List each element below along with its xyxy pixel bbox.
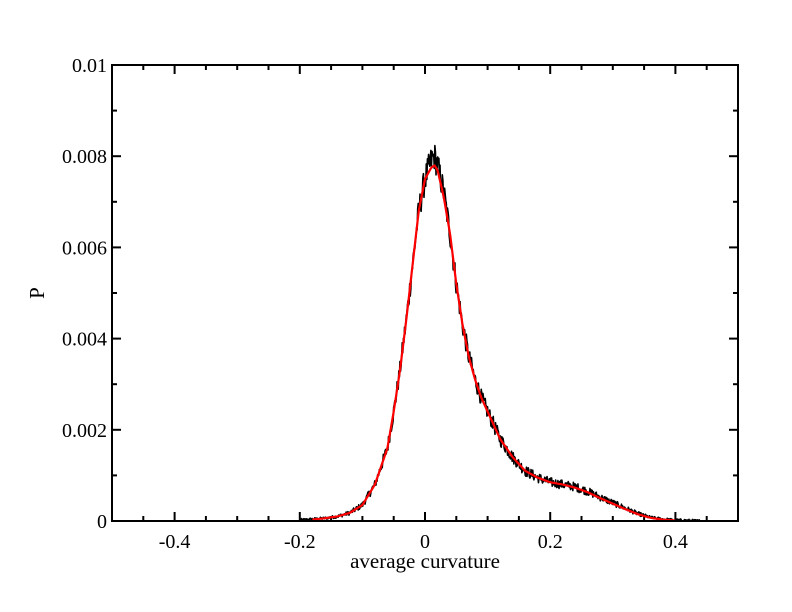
labels-layer: -0.4 -0.2 0 0.2 0.4 0 0.002 0.004 0.006 0.008 0.01 xyxy=(62,55,688,553)
histogram-series-line xyxy=(299,144,701,522)
y-tick-label: 0.008 xyxy=(62,146,107,168)
y-tick-label: 0.004 xyxy=(62,329,107,351)
x-axis-title: average curvature xyxy=(350,549,500,573)
x-tick-label: -0.2 xyxy=(284,531,316,553)
y-axis-title: P xyxy=(25,287,49,299)
x-tick-label: 0.4 xyxy=(663,531,688,553)
plot-frame xyxy=(111,64,739,522)
x-tick-label: -0.4 xyxy=(159,531,191,553)
x-tick-label: 0 xyxy=(420,531,430,553)
y-tick-label: 0.01 xyxy=(72,55,107,77)
y-tick-label: 0 xyxy=(97,511,107,533)
y-tick-label: 0.002 xyxy=(62,420,107,442)
ticks-layer xyxy=(111,64,739,522)
x-tick-label: 0.2 xyxy=(538,531,563,553)
y-tick-label: 0.006 xyxy=(62,237,107,259)
fit-series-line xyxy=(312,164,676,522)
series-layer xyxy=(299,144,701,522)
